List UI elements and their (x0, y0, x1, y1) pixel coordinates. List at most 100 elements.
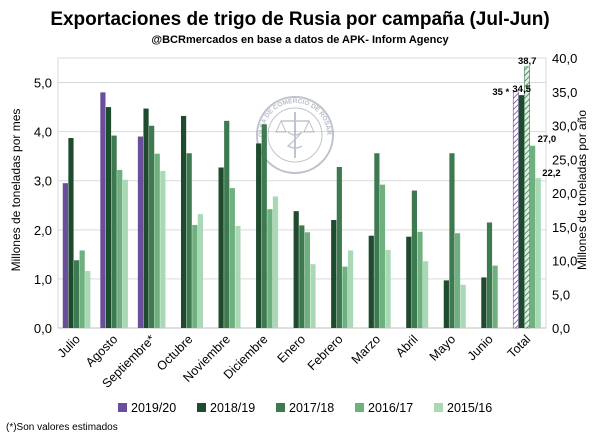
bar-2016-17 (229, 188, 235, 328)
bar-2017-18 (261, 124, 267, 328)
bar-2016-17 (192, 224, 198, 328)
bar-2017-18 (186, 153, 192, 328)
x-tick-label: Febrero (305, 332, 346, 373)
total-data-label: 35 * (492, 87, 509, 98)
bar-2015-16 (85, 271, 91, 328)
y-right-tick-label: 0,0 (552, 321, 570, 336)
y-axis-left-label: Millones de toneladas por mes (9, 109, 23, 272)
total-data-label: 38,7 (518, 56, 537, 67)
bar-2018-19 (143, 108, 149, 329)
bar-2019-20 (100, 92, 106, 328)
bar-2017-18 (299, 225, 305, 328)
chart-subtitle: @BCRmercados en base a datos de APK- Inf… (151, 34, 449, 46)
legend-label: 2019/20 (131, 401, 176, 415)
total-data-label: 22,2 (542, 168, 561, 179)
bar-2017-18 (149, 125, 155, 328)
bar-2018-19 (368, 235, 374, 328)
bar-2018-19 (256, 143, 262, 328)
footnote: (*)Son valores estimados (6, 422, 118, 433)
x-tick-label: Junio (465, 332, 496, 363)
bar-2019-20 (62, 183, 68, 328)
bar-2018-19 (481, 277, 487, 328)
y-left-tick-label: 1,0 (34, 272, 52, 287)
x-axis-labels: Julio AgostoSeptiembre*OctubreNoviembreDi… (55, 332, 534, 391)
bar-2016-17 (454, 233, 461, 328)
bar-2018-19 (293, 211, 299, 328)
bar-2015-16 (160, 170, 166, 328)
y-left-tick-label: 0,0 (34, 321, 52, 336)
y-left-tick-label: 5,0 (34, 76, 52, 91)
bar-2017-18 (411, 190, 418, 328)
bar-2018-19 (331, 220, 337, 328)
total-bar-2016-17 (530, 145, 536, 328)
y-right-tick-label: 40,0 (552, 51, 577, 66)
bar-2015-16 (272, 196, 279, 328)
bar-2017-18 (374, 153, 380, 328)
total-data-label: 34,5 (512, 84, 531, 95)
bar-2018-19 (406, 236, 412, 328)
bar-2018-19 (180, 115, 187, 328)
bar-2015-16 (122, 179, 128, 328)
total-data-labels: 35 * 34,5 38,7 27,0 22,2 (492, 56, 560, 179)
legend-swatch (276, 403, 285, 412)
bar-2017-18 (224, 120, 230, 328)
legend-swatch (197, 403, 206, 412)
bar-2015-16 (310, 264, 316, 328)
y-left-tick-label: 3,0 (34, 174, 52, 189)
bar-2015-16 (347, 250, 354, 328)
bar-2016-17 (79, 250, 85, 328)
y-axis-right-ticks: 0,0 5,0 10,0 15,0 20,0 25,0 30,0 35,0 40,0 (552, 51, 577, 336)
bar-2018-19 (68, 138, 74, 328)
bar-2016-17 (267, 209, 273, 328)
bar-2017-18 (449, 153, 455, 328)
x-tick-label: Agosto (83, 332, 120, 369)
bar-2017-18 (111, 135, 117, 328)
legend-label: 2016/17 (368, 401, 413, 415)
chart-title: Exportaciones de trigo de Rusia por camp… (50, 9, 549, 30)
bar-2018-19 (443, 280, 449, 328)
y-right-tick-label: 5,0 (552, 287, 570, 302)
legend-label: 2018/19 (210, 401, 255, 415)
legend: 2019/20 2018/19 2017/18 2016/17 2015/16 (118, 401, 492, 415)
bar-2015-16 (235, 225, 241, 328)
bar-2016-17 (417, 231, 423, 328)
bar-2015-16 (460, 284, 466, 328)
y-left-tick-label: 4,0 (34, 125, 52, 140)
bar-2016-17 (154, 153, 160, 328)
y-right-tick-label: 20,0 (552, 186, 577, 201)
bar-2017-18 (486, 222, 493, 328)
y-axis-left-ticks: 0,0 1,0 2,0 3,0 4,0 5,0 (34, 76, 52, 336)
bars (62, 66, 541, 329)
x-tick-label: Enero (275, 332, 309, 366)
bar-2015-16 (423, 261, 429, 328)
bar-2018-19 (218, 167, 224, 328)
y-right-tick-label: 15,0 (552, 220, 577, 235)
x-tick-label: Abril (393, 332, 421, 360)
bar-2016-17 (492, 265, 498, 328)
y-left-tick-label: 2,0 (34, 223, 52, 238)
bar-2015-16 (197, 214, 203, 328)
y-axis-right-label: Millones de toneladas por año (575, 110, 589, 270)
bar-2016-17 (379, 184, 386, 328)
legend-label: 2015/16 (447, 401, 492, 415)
bar-2017-18 (336, 166, 342, 328)
bar-2019-20 (137, 136, 144, 328)
legend-swatch (434, 403, 443, 412)
x-tick-label: Marzo (349, 332, 383, 366)
y-right-tick-label: 35,0 (552, 85, 577, 100)
y-right-tick-label: 25,0 (552, 152, 577, 167)
bar-2018-19 (105, 107, 112, 328)
bar-2016-17 (304, 232, 310, 328)
total-bar-2019-20 (512, 91, 519, 329)
x-tick-label: Mayo (427, 332, 459, 364)
bar-2017-18 (73, 260, 80, 328)
bar-2016-17 (342, 266, 348, 328)
total-data-label: 27,0 (538, 134, 557, 145)
y-right-tick-label: 30,0 (552, 119, 577, 134)
legend-swatch (118, 403, 127, 412)
bar-2015-16 (385, 249, 391, 328)
total-bar-2015-16 (535, 178, 541, 328)
total-bar-2018-19 (518, 95, 525, 328)
total-bar-2017-18 (524, 66, 530, 329)
